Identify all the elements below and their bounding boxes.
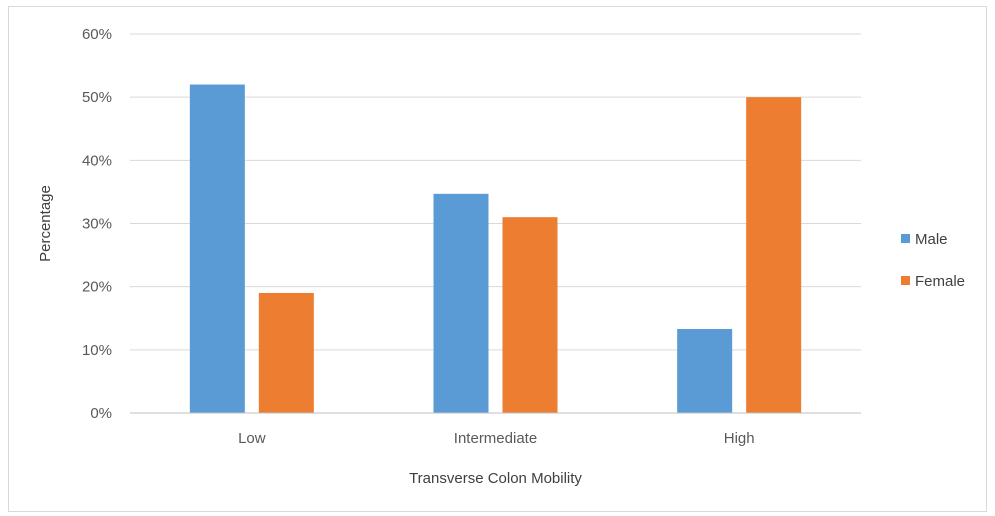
bar-female-low — [258, 292, 314, 413]
bar-male-low — [189, 84, 245, 414]
y-axis-ticks: 0% 10% 20% 30% 40% 50% 60% — [82, 26, 112, 422]
bar-female-intermediate — [502, 217, 558, 413]
x-tick-label: Low — [238, 430, 266, 447]
x-axis-title: Transverse Colon Mobility — [409, 470, 582, 487]
x-axis-ticks: Low Intermediate High — [238, 430, 755, 447]
y-tick-label: 60% — [82, 26, 112, 43]
y-tick-label: 0% — [90, 405, 112, 422]
y-tick-label: 50% — [82, 89, 112, 106]
bar-chart: 0% 10% 20% 30% 40% 50% 60% Low Intermediate High… — [37, 26, 965, 487]
legend-swatch-female — [901, 276, 910, 285]
legend-swatch-male — [901, 234, 910, 243]
bar-male-intermediate — [433, 193, 489, 413]
gridlines — [130, 33, 861, 351]
bars — [189, 84, 802, 414]
y-tick-label: 20% — [82, 279, 112, 296]
legend-label-female: Female — [915, 273, 965, 290]
legend: Male Female — [901, 231, 965, 290]
chart-frame: 0% 10% 20% 30% 40% 50% 60% Low Intermediate High… — [8, 6, 987, 512]
x-tick-label: High — [724, 430, 755, 447]
bar-male-high — [677, 328, 733, 413]
y-tick-label: 40% — [82, 152, 112, 169]
bar-female-high — [746, 97, 802, 414]
x-tick-label: Intermediate — [454, 430, 537, 447]
legend-label-male: Male — [915, 231, 948, 248]
y-tick-label: 10% — [82, 342, 112, 359]
y-tick-label: 30% — [82, 216, 112, 233]
y-axis-title: Percentage — [37, 185, 54, 262]
